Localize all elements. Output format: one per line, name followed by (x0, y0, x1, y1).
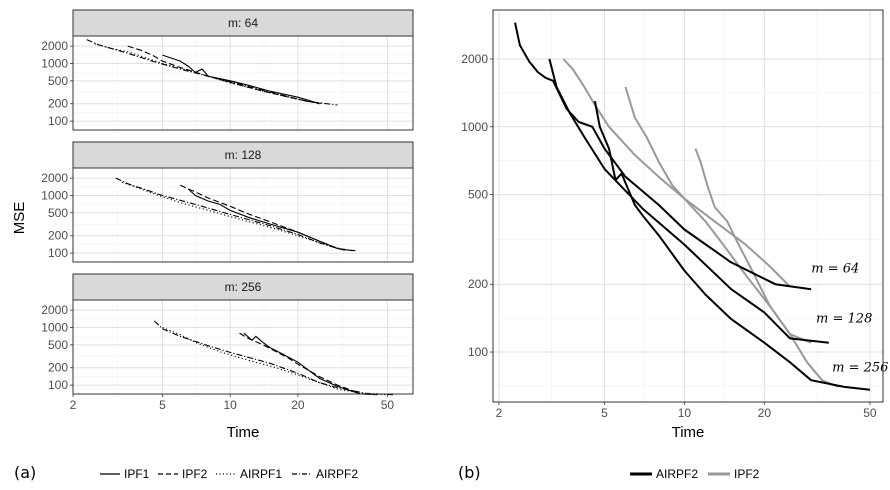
facet-border (72, 299, 414, 395)
x-tick-label: 20 (291, 398, 305, 412)
series-ipf2-m128 (180, 184, 347, 252)
y-tick-label: 200 (48, 361, 68, 375)
facet-m64: m: 64 100 200 500 1000 2000 (41, 9, 414, 131)
legend-a-label-ipf2: IPF2 (182, 467, 208, 481)
x-tick-label: 10 (224, 398, 238, 412)
y-tick-label: 2000 (41, 171, 68, 185)
facet-strip (72, 9, 414, 37)
facet-strip-label: m: 128 (225, 148, 262, 162)
y-tick-label: 1000 (461, 120, 488, 134)
x-tick-label: 2 (496, 406, 503, 420)
x-tick-label: 2 (70, 398, 77, 412)
legend-a-label-ipf1: IPF1 (124, 467, 150, 481)
x-tick-label: 20 (758, 406, 772, 420)
y-tick-label: 1000 (41, 56, 68, 70)
series-airpf2-m256 (593, 100, 871, 391)
y-tick-label: 500 (48, 338, 68, 352)
series-ipf2-m64 (562, 58, 791, 288)
annotation-256: m = 256 (832, 360, 888, 375)
legend-a-label-airpf1: AIRPF1 (240, 467, 282, 481)
y-axis-title: MSE (11, 202, 28, 235)
plot-border (492, 9, 884, 403)
x-axis-title: Time (672, 424, 705, 441)
legend-b-label-ipf2: IPF2 (734, 467, 760, 481)
facet-border (72, 35, 414, 131)
plot-area (493, 10, 883, 402)
series-ipf2-m64 (127, 45, 320, 105)
y-tick-label: 200 (48, 229, 68, 243)
annotation-64: m = 64 (811, 262, 859, 277)
y-tick-label: 1000 (41, 188, 68, 202)
series-airpf2-m64 (86, 39, 338, 106)
panel-a-label: (a) (14, 463, 36, 482)
series-airpf2-m128 (115, 177, 356, 252)
legend-b: AIRPF2 IPF2 (630, 467, 760, 481)
facet-border (72, 167, 414, 263)
facet-strip (72, 273, 414, 301)
legend-b-label-airpf2: AIRPF2 (656, 467, 698, 481)
facet-plot-area (73, 300, 413, 394)
legend-a: IPF1 IPF2 AIRPF1 AIRPF2 (100, 467, 358, 481)
x-tick-label: 50 (863, 406, 877, 420)
y-tick-label: 200 (468, 277, 488, 291)
x-tick-label: 10 (678, 406, 692, 420)
y-tick-label: 100 (48, 114, 68, 128)
x-tick-label: 50 (381, 398, 395, 412)
x-tick-label: 5 (159, 398, 166, 412)
y-tick-label: 100 (468, 345, 488, 359)
facet-strip-label: m: 64 (228, 16, 258, 30)
panel-b-label: (b) (458, 463, 481, 482)
y-tick-label: 2000 (461, 52, 488, 66)
series-airpf2-m64 (514, 22, 812, 291)
y-tick-label: 100 (48, 246, 68, 260)
y-tick-label: 500 (48, 74, 68, 88)
annotation-128: m = 128 (816, 312, 872, 327)
facet-m128: m: 128 100 200 500 1000 2000 (41, 141, 414, 263)
legend-a-label-airpf2: AIRPF2 (316, 467, 358, 481)
y-tick-label: 200 (48, 97, 68, 111)
series-ipf2-m256 (239, 332, 361, 395)
y-tick-label: 100 (48, 378, 68, 392)
facet-m256: m: 256 100 200 500 1000 2000 (41, 273, 414, 396)
y-tick-label: 2000 (41, 303, 68, 317)
facet-strip (72, 141, 414, 169)
series-airpf2-m256 (153, 320, 394, 396)
series-airpf1-m256 (162, 326, 388, 396)
y-tick-label: 2000 (41, 39, 68, 53)
y-tick-label: 500 (468, 188, 488, 202)
series-airpf2-m128 (548, 58, 829, 344)
facet-plot-area (73, 36, 413, 130)
series-ipf2-m256 (694, 148, 839, 388)
y-tick-label: 1000 (41, 320, 68, 334)
panel-b: 2 5 10 20 50 100 200 500 1000 2000 m = 64 m = 128 m … (461, 9, 888, 441)
x-axis-title: Time (227, 424, 260, 441)
facet-strip-label: m: 256 (225, 280, 262, 294)
panel-a: m: 64 100 200 500 1000 2000 m: 128 100 200 500 100… (11, 9, 414, 441)
y-tick-label: 500 (48, 206, 68, 220)
x-tick-label: 5 (601, 406, 608, 420)
